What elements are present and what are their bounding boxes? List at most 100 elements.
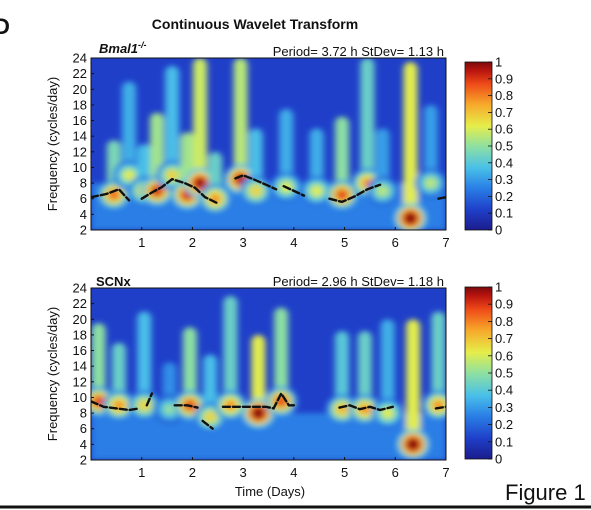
y-tick-label: 16 (73, 113, 87, 128)
panel1-ylabel: Frequency (cycles/day) (45, 77, 60, 211)
panel2-title: SCNx (96, 274, 131, 289)
ridge-line (234, 174, 278, 191)
colorbar-tick-label: 1 (495, 280, 502, 295)
heatmap-peak (250, 185, 262, 197)
colorbar-tick-label: 0.7 (495, 105, 513, 120)
panel1-colorbar: 0 0.1 0.2 0.3 0.40.5 0.6 0.7 0.8 0.91 (464, 55, 513, 238)
y-tick-label: 8 (80, 406, 87, 421)
colorbar-tick-label: 0.1 (495, 434, 513, 449)
colorbar-tick-label: 0.9 (495, 297, 513, 312)
panel1-title-base: Bmal1 (99, 41, 138, 56)
ridge-line (282, 185, 306, 197)
y-tick-label: 4 (80, 437, 87, 452)
x-tick-label: 4 (290, 465, 297, 480)
x-tick-label: 6 (392, 465, 399, 480)
y-tick-label: 24 (73, 281, 87, 296)
ridge-line (91, 187, 131, 202)
panel1-colorbar-gradient (464, 61, 493, 231)
colorbar-tick-label: 0.7 (495, 331, 513, 346)
heatmap-peak (194, 177, 206, 189)
colorbar-tick-label: 1 (495, 55, 502, 70)
heatmap-streak (122, 81, 137, 184)
panel1-annotation: Period= 3.72 h StDev= 1.13 h (273, 44, 444, 59)
figure-label: Figure 1 (505, 480, 586, 505)
panel2-heatmap (91, 288, 446, 460)
y-tick-label: 18 (73, 327, 87, 342)
panel1-x-ticks: 1 2 3 4 5 6 7 (138, 227, 450, 250)
y-tick-label: 12 (73, 374, 87, 389)
figure-suptitle: Continuous Wavelet Transform (152, 16, 358, 32)
x-tick-label: 5 (341, 235, 348, 250)
colorbar-tick-label: 0.2 (495, 417, 513, 432)
ridge-line (221, 391, 296, 410)
heatmap-peak (425, 177, 437, 189)
ridge-line (201, 419, 214, 430)
y-tick-label: 2 (80, 453, 87, 468)
ridge-line (437, 196, 446, 200)
x-tick-label: 2 (189, 465, 196, 480)
colorbar-tick-label: 0.6 (495, 348, 513, 363)
colorbar-tick-label: 0.9 (495, 71, 513, 86)
colorbar-tick-label: 0 (495, 452, 502, 467)
x-tick-label: 3 (240, 465, 247, 480)
y-tick-label: 18 (73, 97, 87, 112)
heatmap-streak (233, 58, 248, 188)
y-tick-label: 20 (73, 82, 87, 97)
ridge-line (338, 404, 394, 412)
y-tick-label: 2 (80, 223, 87, 238)
heatmap-peak (377, 185, 389, 197)
panel1-heatmap (91, 58, 446, 230)
y-tick-label: 4 (80, 207, 87, 222)
heatmap-peak (336, 189, 348, 200)
heatmap-peak (311, 185, 323, 197)
ridge-line (173, 404, 199, 409)
x-tick-label: 4 (290, 235, 297, 250)
colorbar-tick-label: 0.8 (495, 314, 513, 329)
y-tick-label: 24 (73, 51, 87, 66)
colorbar-tick-label: 0.4 (495, 155, 513, 170)
x-tick-label: 3 (240, 235, 247, 250)
heatmap-streak (193, 58, 208, 192)
heatmap-peak (166, 170, 178, 181)
panel1-axes-frame (90, 57, 447, 231)
heatmap-peak (204, 411, 216, 423)
x-tick-label: 7 (442, 465, 449, 480)
heatmap-peak (252, 407, 264, 419)
y-tick-label: 16 (73, 343, 87, 358)
heatmap-streak (380, 319, 395, 422)
ridge-line (145, 392, 154, 407)
panel-scnx: SCNx Period= 2.96 h StDev= 1.18 h 246810… (45, 274, 513, 499)
heatmap-streak (274, 307, 289, 410)
y-tick-label: 22 (73, 66, 87, 81)
colorbar-tick-label: 0.3 (495, 172, 513, 187)
panel2-axes-frame (90, 287, 447, 461)
heatmap-peak (93, 396, 105, 407)
heatmap-peak (164, 404, 176, 415)
x-tick-label: 2 (189, 235, 196, 250)
ridge-line (91, 400, 141, 412)
y-tick-label: 10 (73, 160, 87, 175)
y-tick-label: 10 (73, 390, 87, 405)
colorbar-tick-label: 0 (495, 223, 502, 238)
heatmap-peak (123, 170, 135, 181)
ridge-line (434, 405, 446, 410)
colorbar-tick-label: 0.5 (495, 139, 513, 154)
panel2-annotation: Period= 2.96 h StDev= 1.18 h (273, 274, 444, 289)
heatmap-streak (223, 295, 238, 414)
panel-bmal1: Bmal1-/- Period= 3.72 h StDev= 1.13 h 24… (45, 40, 513, 250)
y-tick-label: 8 (80, 176, 87, 191)
colorbar-tick-label: 0.5 (495, 366, 513, 381)
svg-text:Bmal1-/-: Bmal1-/- (99, 40, 147, 56)
panel2-x-ticks: 1 2 3 4 5 6 7 (138, 457, 450, 480)
panel2-colorbar-gradient (464, 286, 493, 460)
y-tick-label: 6 (80, 191, 87, 206)
panel2-ylabel: Frequency (cycles/day) (45, 307, 60, 441)
heatmap-streak (431, 311, 446, 414)
y-tick-label: 14 (73, 359, 87, 374)
heatmap-streak (165, 65, 180, 184)
heatmap-streak (137, 311, 152, 414)
heatmap-streak (403, 61, 418, 227)
y-tick-label: 14 (73, 129, 87, 144)
